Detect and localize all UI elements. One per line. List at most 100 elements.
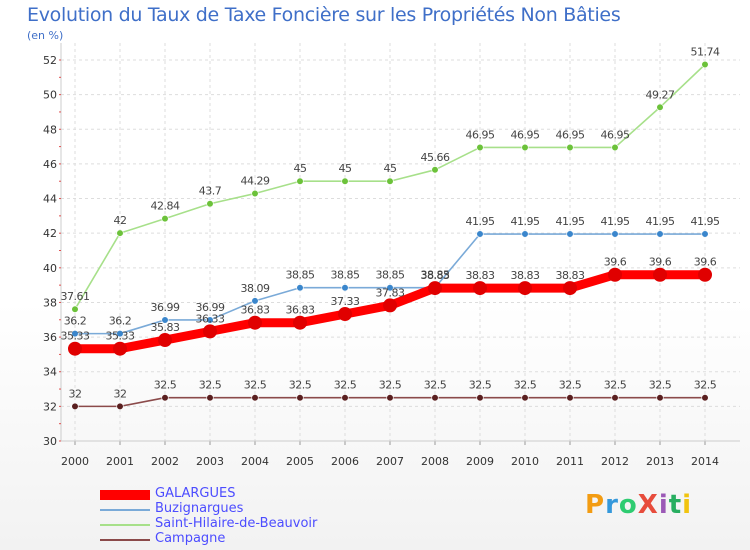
data-label: 42.84 bbox=[151, 200, 180, 213]
data-point bbox=[158, 333, 172, 348]
data-point bbox=[341, 394, 349, 402]
data-label: 38.83 bbox=[556, 269, 585, 282]
y-tick-label: 30 bbox=[43, 435, 57, 448]
data-label: 38.09 bbox=[241, 282, 270, 295]
x-tick-label: 2000 bbox=[61, 455, 89, 468]
data-label: 46.95 bbox=[601, 128, 630, 141]
data-point bbox=[293, 315, 307, 330]
data-label: 36.33 bbox=[196, 312, 225, 325]
data-point bbox=[161, 215, 169, 223]
data-point bbox=[338, 307, 352, 322]
data-point bbox=[206, 200, 214, 208]
data-label: 32.5 bbox=[424, 379, 447, 392]
data-point bbox=[476, 143, 484, 152]
y-tick-label: 44 bbox=[43, 193, 57, 206]
data-label: 32.5 bbox=[469, 379, 492, 392]
data-point bbox=[701, 394, 709, 402]
data-label: 42 bbox=[114, 214, 127, 227]
data-label: 35.33 bbox=[61, 330, 90, 343]
data-label: 38.85 bbox=[376, 269, 405, 282]
data-label: 32.5 bbox=[154, 379, 177, 392]
data-point bbox=[113, 341, 127, 356]
legend-label: GALARGUES bbox=[155, 486, 236, 501]
legend-label: Saint-Hilaire-de-Beauvoir bbox=[155, 516, 318, 531]
data-label: 43.7 bbox=[199, 185, 222, 198]
y-tick-label: 50 bbox=[43, 89, 57, 102]
data-label: 38.85 bbox=[286, 269, 315, 282]
x-tick-label: 2011 bbox=[556, 455, 584, 468]
data-label: 39.6 bbox=[604, 256, 627, 269]
data-label: 41.95 bbox=[691, 215, 720, 228]
x-tick-label: 2010 bbox=[511, 455, 539, 468]
data-point bbox=[251, 394, 259, 402]
data-point bbox=[296, 394, 304, 402]
data-label: 41.95 bbox=[466, 215, 495, 228]
data-label: 36.99 bbox=[151, 301, 180, 314]
data-point bbox=[296, 177, 304, 185]
data-point bbox=[656, 230, 664, 238]
data-label: 38.83 bbox=[421, 269, 450, 282]
legend-swatch bbox=[100, 539, 150, 541]
x-tick-label: 2004 bbox=[241, 455, 269, 468]
data-point bbox=[566, 143, 574, 152]
data-label: 32.5 bbox=[559, 379, 582, 392]
x-tick-label: 2006 bbox=[331, 455, 359, 468]
data-label: 36.83 bbox=[286, 304, 315, 317]
data-label: 37.83 bbox=[376, 286, 405, 299]
data-label: 32.5 bbox=[244, 379, 267, 392]
data-point bbox=[611, 394, 619, 402]
data-point bbox=[701, 230, 709, 238]
y-tick-label: 48 bbox=[43, 123, 57, 136]
logo-letter: o bbox=[618, 490, 638, 520]
data-label: 38.83 bbox=[466, 269, 495, 282]
x-tick-label: 2012 bbox=[601, 455, 629, 468]
data-label: 32 bbox=[69, 387, 82, 400]
data-point bbox=[518, 281, 532, 296]
legend-label: Campagne bbox=[155, 531, 226, 546]
data-label: 45.66 bbox=[421, 151, 450, 164]
data-label: 39.6 bbox=[694, 256, 717, 269]
data-label: 45 bbox=[339, 162, 352, 175]
y-tick-label: 52 bbox=[43, 54, 57, 67]
data-label: 38.85 bbox=[421, 269, 450, 282]
x-tick-label: 2014 bbox=[691, 455, 719, 468]
data-point bbox=[653, 267, 667, 282]
legend-swatch bbox=[100, 490, 150, 500]
data-label: 38.85 bbox=[331, 269, 360, 282]
data-point bbox=[521, 394, 529, 402]
data-label: 32.5 bbox=[514, 379, 537, 392]
proxiti-logo: ProXiti bbox=[585, 490, 692, 520]
data-point bbox=[473, 281, 487, 296]
data-label: 46.95 bbox=[556, 128, 585, 141]
data-label: 41.95 bbox=[646, 215, 675, 228]
data-point bbox=[431, 394, 439, 402]
y-tick-label: 32 bbox=[43, 400, 57, 413]
data-label: 32 bbox=[114, 387, 127, 400]
data-label: 32.5 bbox=[289, 379, 312, 392]
data-label: 45 bbox=[384, 162, 397, 175]
legend-label: Buzignargues bbox=[155, 501, 244, 516]
x-tick-label: 2001 bbox=[106, 455, 134, 468]
data-label: 32.5 bbox=[199, 379, 222, 392]
data-point bbox=[116, 229, 124, 237]
data-point bbox=[656, 103, 664, 111]
data-point bbox=[116, 402, 124, 410]
data-point bbox=[71, 305, 79, 313]
data-point bbox=[521, 143, 529, 152]
x-tick-label: 2005 bbox=[286, 455, 314, 468]
data-label: 49.27 bbox=[646, 88, 675, 101]
data-label: 36.83 bbox=[241, 304, 270, 317]
data-label: 37.33 bbox=[331, 295, 360, 308]
data-point bbox=[521, 230, 529, 238]
data-label: 41.95 bbox=[601, 215, 630, 228]
data-point bbox=[386, 284, 394, 292]
data-label: 32.5 bbox=[379, 379, 402, 392]
data-point bbox=[476, 230, 484, 238]
y-tick-label: 36 bbox=[43, 331, 57, 344]
data-label: 45 bbox=[294, 162, 307, 175]
data-label: 35.83 bbox=[151, 321, 180, 334]
data-point bbox=[386, 177, 394, 185]
data-label: 37.61 bbox=[61, 290, 90, 303]
x-tick-label: 2007 bbox=[376, 455, 404, 468]
